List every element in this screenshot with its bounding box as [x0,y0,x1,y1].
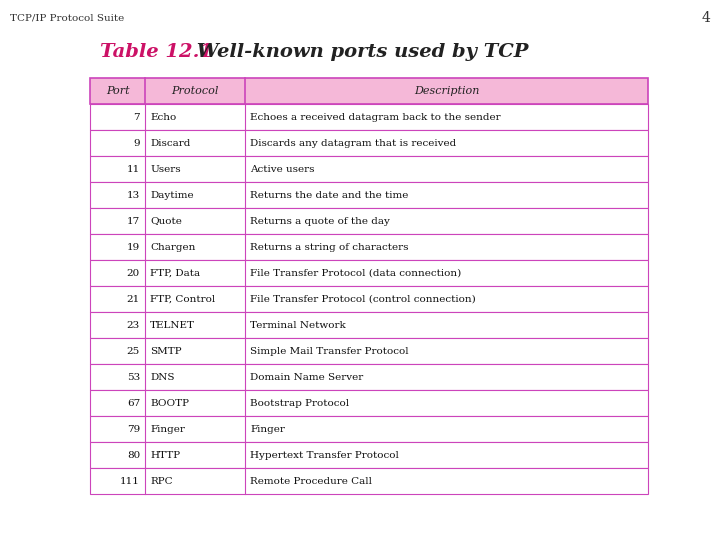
Text: Echoes a received datagram back to the sender: Echoes a received datagram back to the s… [250,112,500,122]
Text: 67: 67 [127,399,140,408]
Bar [90,312,648,338]
Text: Returns a quote of the day: Returns a quote of the day [250,217,390,226]
Text: Well-known ports used by TCP: Well-known ports used by TCP [190,43,528,61]
Bar [90,78,648,104]
Text: Description: Description [414,86,480,96]
Text: Port: Port [106,86,130,96]
Bar [90,390,648,416]
Text: Discards any datagram that is received: Discards any datagram that is received [250,138,456,147]
Text: DNS: DNS [150,373,174,381]
Text: BOOTP: BOOTP [150,399,189,408]
Text: Simple Mail Transfer Protocol: Simple Mail Transfer Protocol [250,347,409,355]
Text: Terminal Network: Terminal Network [250,321,346,329]
Bar [90,442,648,468]
Bar [90,182,648,208]
Text: Active users: Active users [250,165,315,173]
Text: Domain Name Server: Domain Name Server [250,373,364,381]
Text: 80: 80 [127,450,140,460]
Text: File Transfer Protocol (control connection): File Transfer Protocol (control connecti… [250,294,476,303]
Text: Protocol: Protocol [171,86,219,96]
Text: Daytime: Daytime [150,191,194,199]
Text: SMTP: SMTP [150,347,181,355]
Bar [90,416,648,442]
Bar [90,156,648,182]
Text: TELNET: TELNET [150,321,195,329]
Text: Table 12.1: Table 12.1 [100,43,213,61]
Text: 13: 13 [127,191,140,199]
Text: 20: 20 [127,268,140,278]
Text: File Transfer Protocol (data connection): File Transfer Protocol (data connection) [250,268,462,278]
Text: TCP/IP Protocol Suite: TCP/IP Protocol Suite [10,14,125,23]
Bar [90,208,648,234]
Text: 17: 17 [127,217,140,226]
Bar [90,286,648,312]
Text: 19: 19 [127,242,140,252]
Text: Bootstrap Protocol: Bootstrap Protocol [250,399,349,408]
Text: 25: 25 [127,347,140,355]
Bar [90,364,648,390]
Bar [90,338,648,364]
Bar [90,260,648,286]
Text: 7: 7 [133,112,140,122]
Bar [90,468,648,494]
Text: RPC: RPC [150,476,173,485]
Text: 111: 111 [120,476,140,485]
Text: FTP, Control: FTP, Control [150,294,215,303]
Text: 23: 23 [127,321,140,329]
Text: 9: 9 [133,138,140,147]
Text: Hypertext Transfer Protocol: Hypertext Transfer Protocol [250,450,399,460]
Text: Returns the date and the time: Returns the date and the time [250,191,408,199]
Bar [90,234,648,260]
Text: 4: 4 [701,11,710,25]
Text: 53: 53 [127,373,140,381]
Text: 11: 11 [127,165,140,173]
Text: Users: Users [150,165,181,173]
Text: Finger: Finger [250,424,285,434]
Text: 21: 21 [127,294,140,303]
Text: Finger: Finger [150,424,185,434]
Text: HTTP: HTTP [150,450,180,460]
Text: Quote: Quote [150,217,182,226]
Text: Chargen: Chargen [150,242,195,252]
Text: FTP, Data: FTP, Data [150,268,200,278]
Text: Returns a string of characters: Returns a string of characters [250,242,408,252]
Text: Remote Procedure Call: Remote Procedure Call [250,476,372,485]
Text: 79: 79 [127,424,140,434]
Bar [90,104,648,130]
Text: Echo: Echo [150,112,176,122]
Text: Discard: Discard [150,138,190,147]
Bar [90,130,648,156]
